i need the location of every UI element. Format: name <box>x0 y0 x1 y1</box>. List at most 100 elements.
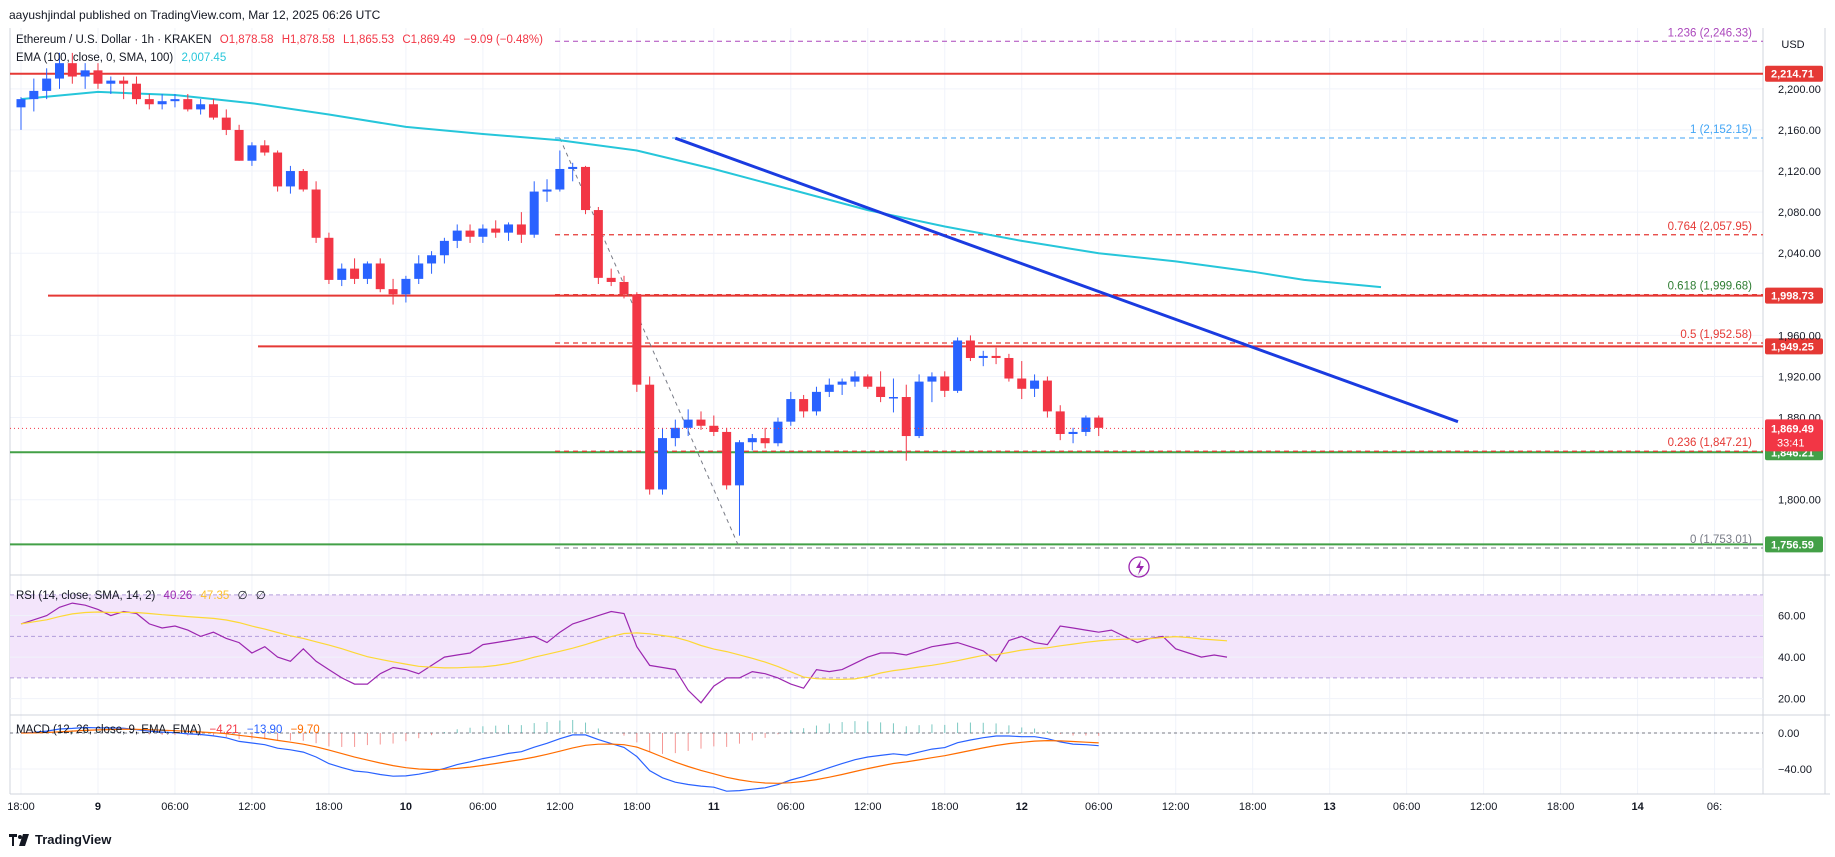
fib-level-label: 1.236 (2,246.33) <box>1668 27 1753 39</box>
macd-label[interactable]: MACD (12, 26, close, 9, EMA, EMA) <box>16 724 202 736</box>
macd-signal-value: −9.70 <box>290 724 320 736</box>
candle <box>273 150 283 192</box>
candle-body <box>555 168 565 190</box>
macd-tick-label: −40.00 <box>1778 764 1812 776</box>
lightning-icon <box>1128 556 1150 578</box>
candle-body <box>337 268 347 280</box>
candle-body <box>927 376 937 382</box>
lightning-icon-ring <box>1128 556 1150 578</box>
candle-body <box>106 80 116 84</box>
candle-body <box>670 427 680 439</box>
candle-body <box>991 355 1001 358</box>
candle <box>978 350 988 367</box>
tradingview-brand: TradingView <box>35 832 112 847</box>
macd-line-value: −13.90 <box>246 724 283 736</box>
candle <box>811 386 821 416</box>
macd-hist-value: −4.21 <box>209 724 239 736</box>
time-tick-label: 06:00 <box>777 801 805 813</box>
candle-body <box>465 230 475 237</box>
tradingview-logo[interactable]: TradingView <box>9 832 111 847</box>
candle-body <box>375 263 385 290</box>
candle-body <box>401 278 411 295</box>
candle-body <box>658 438 667 490</box>
candle <box>42 68 52 100</box>
candle-body <box>953 340 963 391</box>
price-tick-label: 2,200.00 <box>1778 84 1821 96</box>
candle-body <box>452 230 462 241</box>
time-tick-label: 13 <box>1324 801 1336 813</box>
candle-body <box>183 99 193 110</box>
time-tick-label: 06:00 <box>1085 801 1113 813</box>
candle-body <box>709 425 719 432</box>
candle <box>350 258 360 285</box>
time-tick-label: 18:00 <box>7 801 35 813</box>
candle <box>311 181 321 243</box>
candle <box>106 76 116 94</box>
level-price-label: 1,998.73 <box>1771 291 1814 303</box>
candle <box>157 93 167 110</box>
candle <box>504 222 514 241</box>
candle <box>747 433 757 451</box>
candle <box>183 93 193 112</box>
candle <box>298 168 308 192</box>
fib-level-label: 0.236 (1,847.21) <box>1668 437 1753 449</box>
price-tick-label: 2,080.00 <box>1778 207 1821 219</box>
candle <box>337 263 347 287</box>
candle <box>131 76 141 105</box>
time-tick-label: 18:00 <box>931 801 959 813</box>
candle-body <box>516 224 526 235</box>
candle <box>388 278 398 305</box>
time-tick-label: 06:00 <box>161 801 189 813</box>
candle-body <box>504 224 514 233</box>
fib-level-label: 1 (2,152.15) <box>1690 124 1752 136</box>
ema-label[interactable]: EMA (100, close, 0, SMA, 100) <box>16 52 174 64</box>
candle <box>606 268 616 287</box>
symbol-name[interactable]: Ethereum / U.S. Dollar · 1h · KRAKEN <box>16 34 212 46</box>
candle-body <box>1017 378 1027 389</box>
candle-body <box>1068 431 1078 434</box>
candle-body <box>298 171 308 190</box>
candle <box>54 52 64 89</box>
candle-body <box>234 129 244 161</box>
publish-info: aayushjindal published on TradingView.co… <box>9 8 381 22</box>
rsi-line <box>20 602 1228 704</box>
candle <box>285 165 295 194</box>
candle-body <box>529 191 539 235</box>
candle-body <box>350 268 360 279</box>
candle-body <box>568 166 578 169</box>
level-price-label: 1,949.25 <box>1771 341 1814 353</box>
time-tick-label: 12:00 <box>546 801 574 813</box>
candle <box>837 378 847 395</box>
time-tick-label: 12:00 <box>1470 801 1498 813</box>
candle <box>401 275 411 303</box>
candle <box>940 371 950 398</box>
candle-body <box>940 376 950 391</box>
rsi-label[interactable]: RSI (14, close, SMA, 14, 2) <box>16 590 156 602</box>
candle-body <box>722 431 732 486</box>
candle <box>1094 415 1104 437</box>
candle <box>1030 374 1040 398</box>
candle <box>362 261 372 285</box>
candle-body <box>119 80 129 84</box>
ema-100-line <box>20 90 1382 289</box>
candle <box>1081 415 1091 437</box>
candle-body <box>1055 411 1065 434</box>
time-tick-label: 11 <box>708 801 720 813</box>
candle <box>16 97 26 130</box>
rsi-tick-label: 40.00 <box>1778 652 1806 664</box>
candle-body <box>42 78 52 91</box>
price-tick-label: 2,160.00 <box>1778 125 1821 137</box>
fib-level-label: 0.5 (1,952.58) <box>1680 329 1752 341</box>
candle <box>1068 427 1078 444</box>
candle-body <box>414 263 424 279</box>
candle <box>927 372 937 403</box>
candle <box>991 347 1001 365</box>
time-tick-label: 18:00 <box>315 801 343 813</box>
candle-body <box>208 104 218 118</box>
candle <box>568 162 578 182</box>
candle-body <box>619 281 629 295</box>
candle <box>478 224 488 243</box>
currency-label[interactable]: USD <box>1781 39 1805 51</box>
candle-body <box>850 376 860 382</box>
